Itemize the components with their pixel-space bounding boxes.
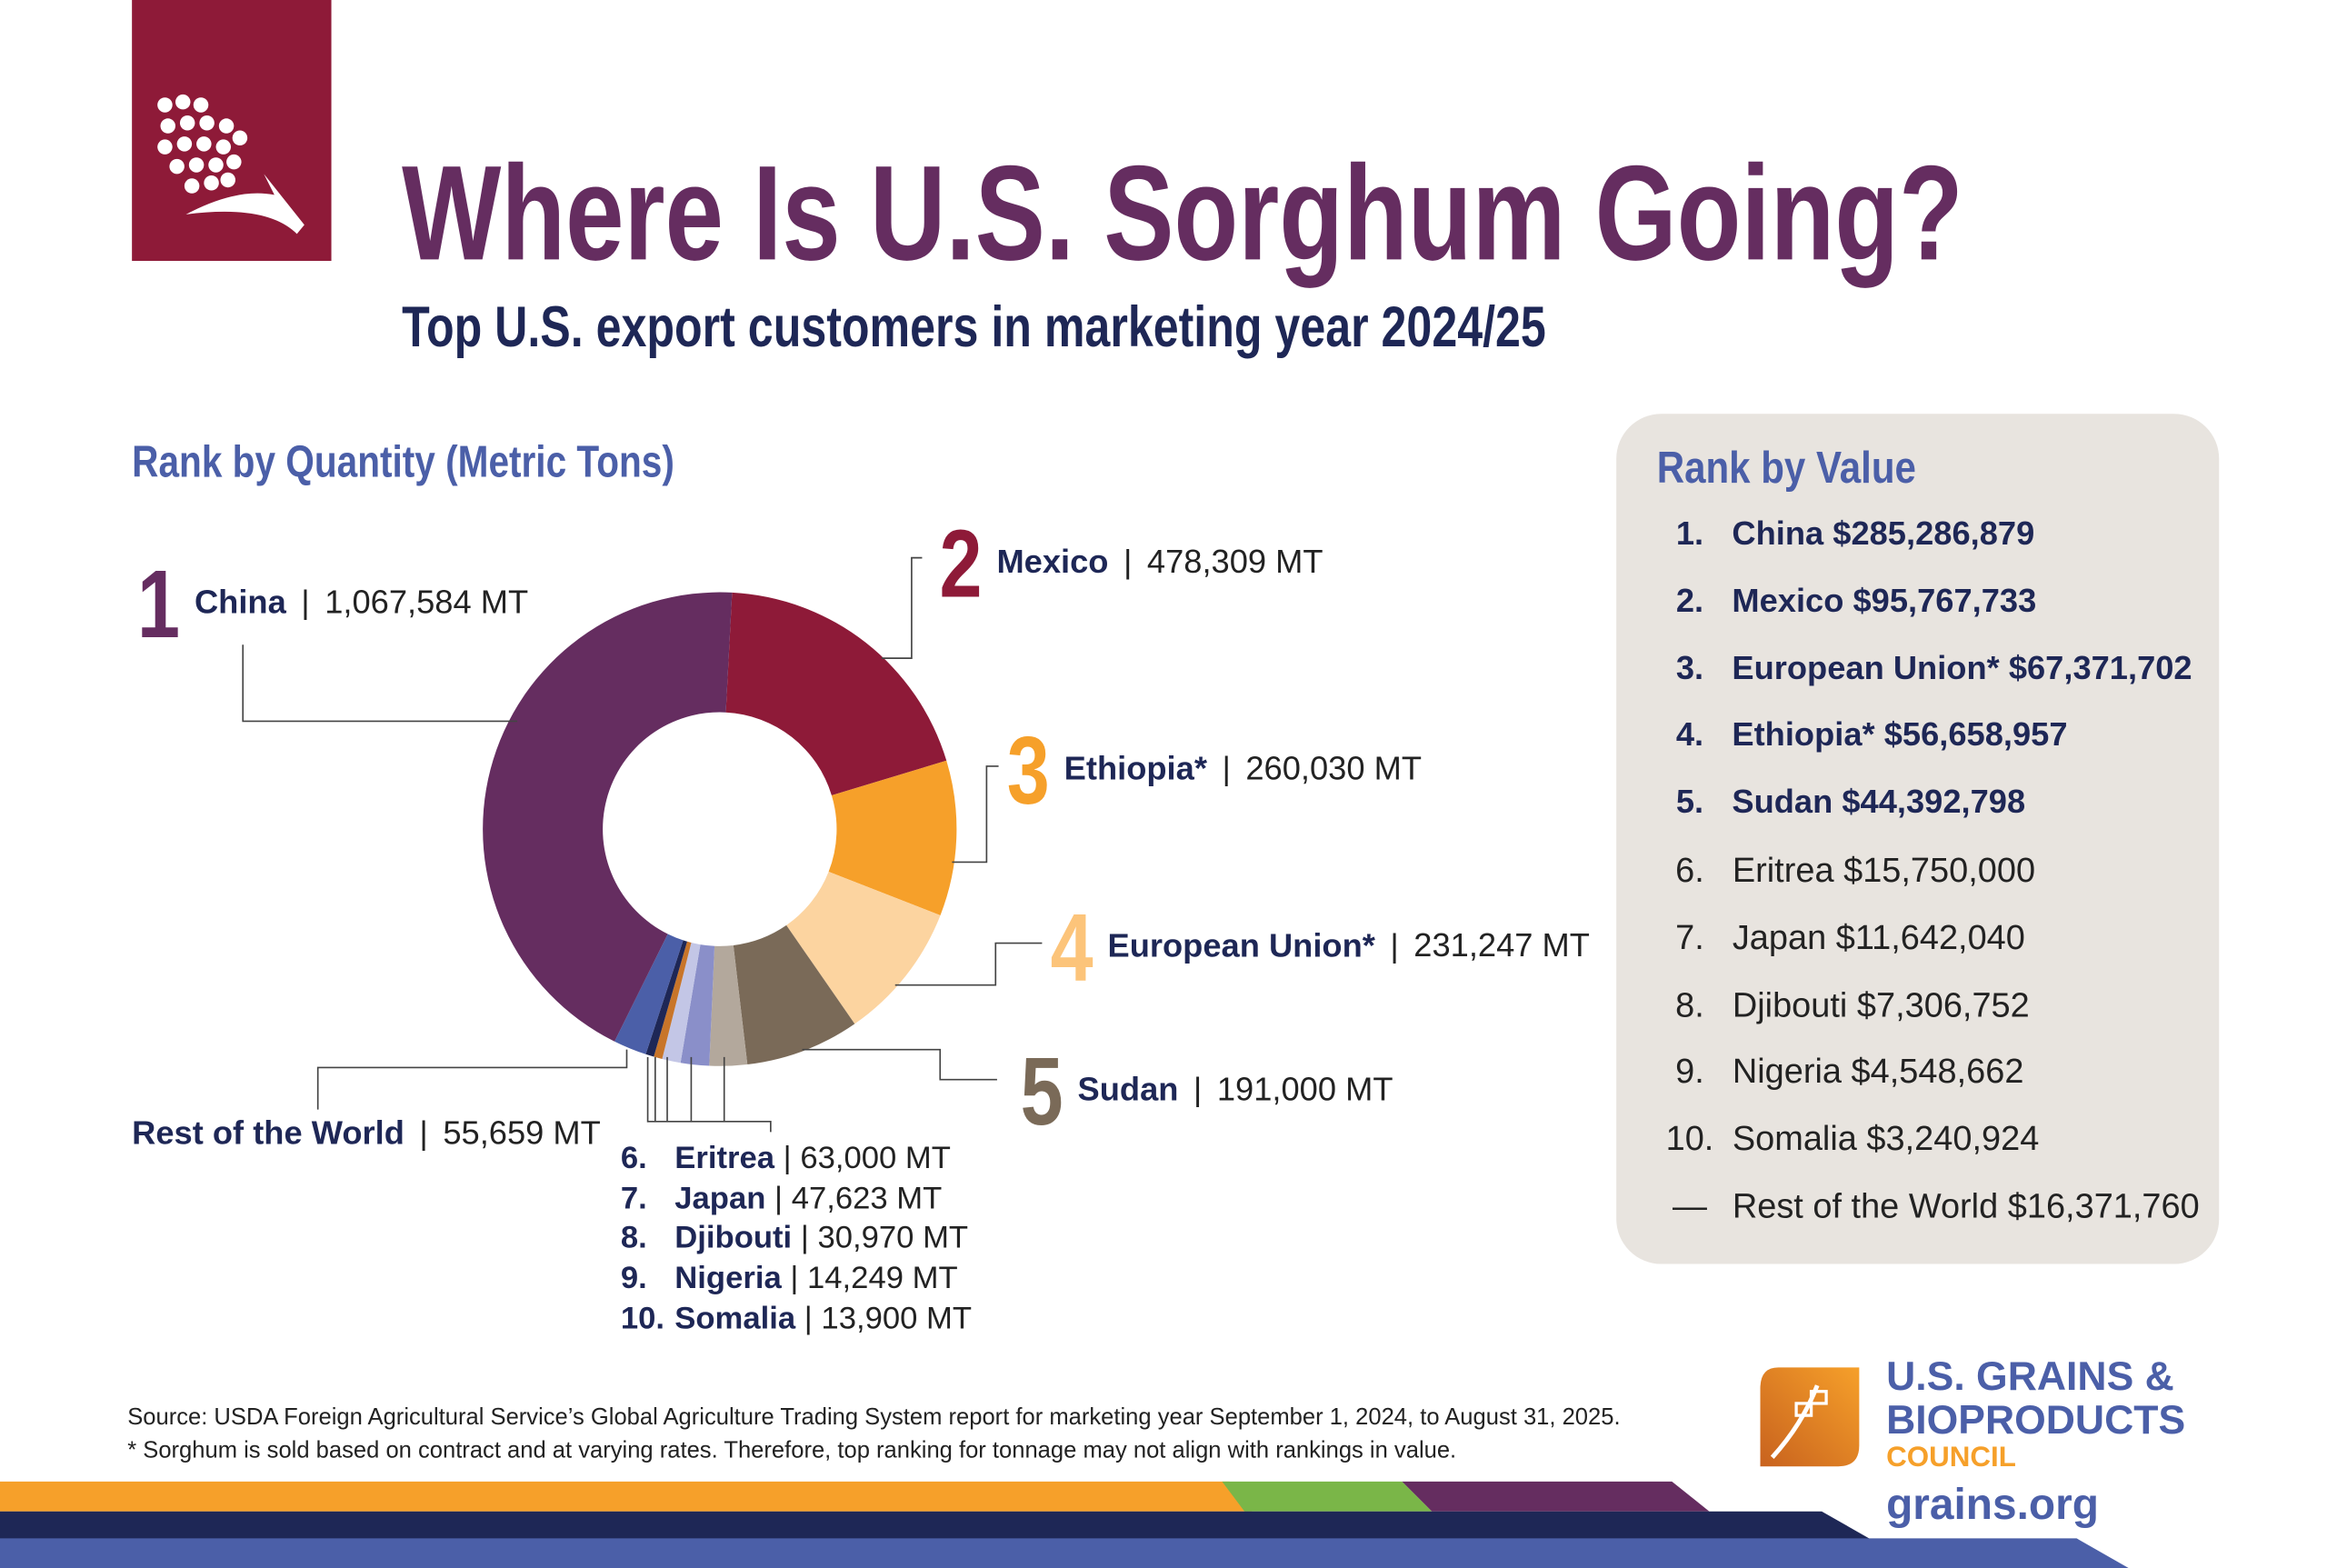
value-rank-item: 5. Sudan $44,392,798 (1657, 783, 2025, 822)
quantity-heading: Rank by Quantity (Metric Tons) (132, 437, 674, 488)
slice-sudan (733, 924, 855, 1065)
rank-number: 9. (1675, 1051, 1704, 1091)
usgbc-brand: U.S. GRAINS & BIOPRODUCTS COUNCIL grains… (1886, 1353, 2186, 1530)
org-name-line2: BIOPRODUCTS (1886, 1397, 2186, 1443)
slice-mexico (725, 592, 947, 795)
label-eritrea: 6. Eritrea | 63,000 MT (620, 1141, 951, 1176)
rank-number: 7. (1675, 917, 1704, 957)
value-rank-item: 9. Nigeria $4,548,662 (1657, 1051, 2024, 1093)
value-rank-item: 10. Somalia $3,240,924 (1657, 1119, 2040, 1160)
slice-rest-of-the-world (614, 934, 684, 1054)
footnote-text: * Sorghum is sold based on contract and … (127, 1437, 1457, 1463)
rank-number: 1. (1675, 514, 1704, 553)
rank-text: Sudan $44,392,798 (1732, 783, 2026, 821)
subtitle: Top U.S. export customers in marketing y… (402, 296, 1546, 360)
leader-line-small (646, 1056, 772, 1133)
slice-japan (680, 944, 715, 1066)
leader-line-eu (894, 942, 1043, 986)
rank-text: Mexico $95,767,733 (1732, 581, 2037, 619)
label-eu: 4 European Union* | 231,247 MT (1050, 894, 1590, 1002)
slice-ethiopia (828, 760, 957, 915)
slice-djibouti (662, 942, 701, 1064)
leader-lines (242, 556, 1043, 1133)
label-china: 1 China | 1,067,584 MT (137, 550, 529, 659)
rank-number: 5. (1675, 783, 1704, 821)
value-rank-item: 4. Ethiopia* $56,658,957 (1657, 715, 2068, 754)
org-name-line1: U.S. GRAINS & (1886, 1353, 2174, 1399)
donut-chart (242, 556, 1043, 1133)
label-rest-of-world: Rest of the World | 55,659 MT (132, 1114, 601, 1152)
rank-number: 4. (1675, 715, 1704, 754)
value-rank-item: — Rest of the World $16,371,760 (1657, 1186, 2200, 1227)
value-rank-item: 2. Mexico $95,767,733 (1657, 581, 2037, 621)
usgbc-logo-icon (1760, 1367, 1860, 1467)
label-somalia: 10. Somalia | 13,900 MT (620, 1301, 973, 1336)
rank-text: Japan $11,642,040 (1732, 917, 2025, 957)
sorghum-logo (132, 0, 332, 262)
website-link[interactable]: grains.org (1886, 1481, 2099, 1530)
label-japan: 7. Japan | 47,623 MT (620, 1181, 943, 1216)
slice-nigeria (654, 941, 692, 1059)
source-note: Source: USDA Foreign Agricultural Servic… (127, 1402, 1620, 1468)
value-rank-item: 3. European Union* $67,371,702 (1657, 649, 2192, 688)
footer-stripes (0, 1481, 2129, 1568)
rank-text: Somalia $3,240,924 (1732, 1118, 2040, 1158)
rank-text: Rest of the World $16,371,760 (1732, 1185, 2200, 1225)
leader-line-ethiopia (952, 765, 999, 864)
sorghum-grain-icon (157, 94, 305, 235)
source-text: Source: USDA Foreign Agricultural Servic… (127, 1404, 1621, 1431)
value-panel (1616, 414, 2220, 1264)
label-nigeria: 9. Nigeria | 14,249 MT (620, 1261, 958, 1296)
slice-eritrea (709, 944, 748, 1066)
value-rank-item: 6. Eritrea $15,750,000 (1657, 850, 2035, 891)
slice-european-union (786, 871, 941, 1024)
slice-somalia (645, 940, 687, 1057)
value-rank-item: 7. Japan $11,642,040 (1657, 917, 2025, 958)
label-ethiopia: 3 Ethiopia* | 260,030 MT (1006, 716, 1423, 825)
rank-text: Djibouti $7,306,752 (1732, 984, 2030, 1024)
rank-text: Eritrea $15,750,000 (1732, 850, 2036, 890)
value-rank-item: 1. China $285,286,879 (1657, 514, 2035, 554)
leader-line-sudan (802, 1048, 997, 1081)
rank-number: 2. (1675, 581, 1704, 619)
rank-text: China $285,286,879 (1732, 514, 2035, 553)
value-heading: Rank by Value (1656, 444, 1916, 494)
leader-line-rest (316, 1049, 628, 1110)
rank-number: — (1673, 1185, 1707, 1225)
rank-text: Ethiopia* $56,658,957 (1732, 715, 2068, 754)
label-sudan: 5 Sudan | 191,000 MT (1020, 1037, 1393, 1146)
label-djibouti: 8. Djibouti | 30,970 MT (620, 1220, 969, 1255)
rank-number: 8. (1675, 984, 1704, 1024)
rank-text: European Union* $67,371,702 (1732, 648, 2192, 686)
page-title: Where Is U.S. Sorghum Going? (402, 139, 1963, 290)
label-mexico: 2 Mexico | 478,309 MT (939, 509, 1323, 618)
rank-text: Nigeria $4,548,662 (1732, 1051, 2024, 1091)
slice-china (483, 592, 733, 1042)
value-rank-item: 8. Djibouti $7,306,752 (1657, 984, 2030, 1025)
org-name-line3: COUNCIL (1886, 1442, 2016, 1474)
rank-number: 10. (1665, 1118, 1714, 1158)
leader-line-mexico (881, 556, 923, 659)
leader-line-china (242, 644, 518, 723)
rank-number: 3. (1675, 648, 1704, 686)
rank-number: 6. (1675, 850, 1704, 890)
